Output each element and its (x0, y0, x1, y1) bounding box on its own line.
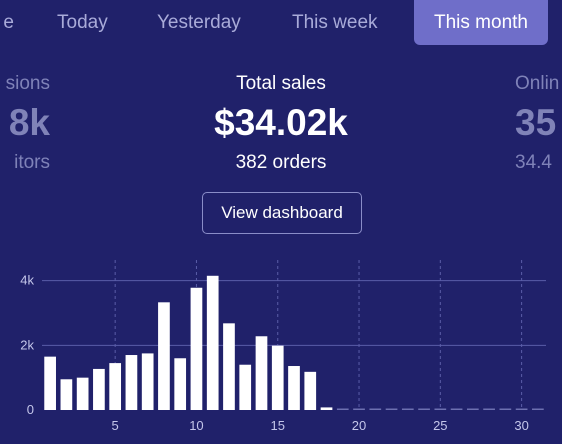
chart-bar-future (434, 408, 447, 410)
chart-bar (288, 366, 300, 410)
visitors-label: itors (14, 152, 50, 173)
total-sales-value: $34.02k (214, 102, 348, 143)
chart-bar (44, 356, 56, 410)
x-tick-label: 10 (189, 418, 203, 433)
x-tick-label: 25 (433, 418, 447, 433)
sessions-label: sions (5, 73, 50, 94)
y-tick-label: 2k (20, 337, 34, 352)
sessions-value: 8k (8, 102, 50, 143)
tab-today[interactable]: Today (57, 12, 108, 33)
y-tick-label: 0 (27, 402, 34, 417)
total-sales-label: Total sales (236, 73, 326, 94)
chart-bar-future (483, 408, 495, 410)
chart-bar (158, 302, 170, 410)
chart-bar (174, 358, 187, 410)
chart-bar (304, 371, 317, 410)
chart-bar-future (385, 408, 398, 410)
tab-yesterday[interactable]: Yesterday (157, 12, 241, 33)
chart-bar (76, 377, 89, 410)
online-value: 35 (515, 102, 557, 143)
orders-count: 382 orders (235, 152, 327, 173)
y-tick-label: 4k (20, 273, 34, 288)
chart-bar (223, 323, 235, 410)
chart-bar (206, 275, 219, 410)
stat-card-sessions[interactable]: sions 8k itors (0, 0, 52, 190)
chart-bar-future (499, 408, 512, 410)
chart-bar (239, 364, 252, 410)
x-tick-label: 20 (352, 418, 366, 433)
chart-bar (141, 353, 154, 410)
chart-bar (320, 407, 333, 410)
daily-sales-chart: 0 2k 4k 5 10 15 20 25 30 (20, 260, 546, 433)
chart-bar-future (515, 408, 528, 410)
chart-bar (125, 355, 138, 410)
chart-bar-future (418, 408, 430, 410)
tab-partial[interactable]: e (3, 12, 14, 33)
date-range-tabs: e Today Yesterday This week This month (0, 0, 562, 46)
chart-bar-future (401, 408, 414, 410)
stat-card-online[interactable]: Onlin 35 34.4 (514, 0, 562, 190)
chart-bar (109, 363, 122, 410)
view-dashboard-button[interactable]: View dashboard (202, 192, 362, 234)
chart-bars (44, 275, 544, 410)
chart-grid (42, 260, 546, 410)
chart-bar-future (466, 408, 479, 410)
online-label: Onlin (515, 73, 560, 94)
chart-bar (190, 287, 203, 410)
x-tick-label: 15 (271, 418, 285, 433)
chart-bar-future (450, 408, 463, 410)
chart-bar-future (369, 408, 382, 410)
chart-bar-future (532, 408, 544, 410)
chart-bar (271, 345, 284, 410)
chart-bar-future (353, 408, 365, 410)
chart-bar-future (336, 408, 349, 410)
tab-this-week[interactable]: This week (292, 12, 378, 33)
chart-bar (93, 368, 105, 410)
x-tick-label: 30 (514, 418, 528, 433)
chart-bar (60, 379, 73, 410)
chart-labels: 0 2k 4k 5 10 15 20 25 30 (20, 273, 529, 433)
x-tick-label: 5 (112, 418, 119, 433)
online-sub: 34.4 (515, 152, 552, 173)
tab-this-month[interactable]: This month (414, 0, 548, 45)
chart-bar (255, 336, 268, 410)
